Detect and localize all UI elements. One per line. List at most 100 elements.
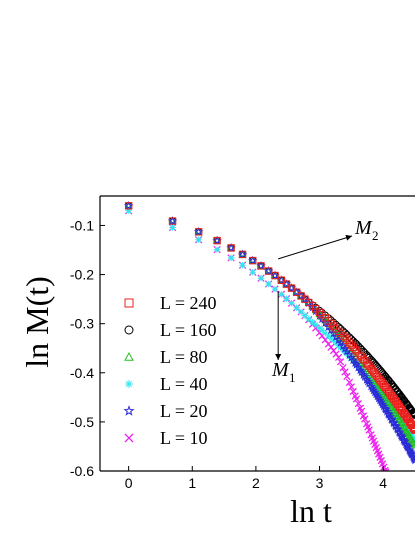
data-point <box>336 358 345 366</box>
data-point <box>296 290 306 300</box>
annotation-subscript: 1 <box>289 370 296 385</box>
data-point <box>271 271 279 280</box>
x-tick-label: 4 <box>379 475 387 491</box>
data-point <box>249 269 256 276</box>
data-point <box>315 308 324 317</box>
data-point <box>292 288 301 296</box>
data-point <box>373 393 384 403</box>
data-point <box>401 518 407 524</box>
data-point <box>380 403 390 413</box>
x-axis-title: ln t <box>290 493 332 529</box>
data-point <box>283 295 290 302</box>
data-point <box>332 324 340 333</box>
data-point <box>399 435 409 445</box>
data-point <box>124 202 133 210</box>
data-point <box>169 224 176 231</box>
y-axis-title: ln M(t) <box>19 276 55 368</box>
data-point <box>339 363 347 372</box>
data-point <box>276 275 287 285</box>
data-point <box>345 378 354 387</box>
data-point <box>396 431 407 441</box>
data-point <box>354 399 363 408</box>
data-point <box>293 304 300 311</box>
legend-marker <box>125 380 133 388</box>
y-tick-label: -0.4 <box>70 365 94 381</box>
data-point <box>361 374 372 384</box>
annotation-label: M <box>271 359 290 381</box>
data-point <box>227 244 235 252</box>
data-point <box>390 420 401 430</box>
data-point <box>366 381 376 391</box>
data-point <box>270 270 280 280</box>
data-point <box>347 383 356 391</box>
data-point <box>125 207 132 214</box>
data-point <box>409 454 415 464</box>
data-point <box>336 324 345 333</box>
data-point <box>312 321 319 328</box>
data-point <box>263 266 274 276</box>
data-point <box>352 347 361 355</box>
legend-marker <box>124 325 134 335</box>
data-point <box>310 306 321 316</box>
data-point <box>343 372 351 381</box>
data-point <box>375 395 385 405</box>
data-point <box>316 324 323 332</box>
legend-label: L = 80 <box>160 347 207 367</box>
data-point <box>322 329 329 337</box>
data-point <box>370 387 380 397</box>
data-point <box>398 511 404 517</box>
data-point <box>379 401 389 411</box>
y-tick-label: -0.5 <box>70 414 94 430</box>
data-point <box>257 262 265 270</box>
y-tick-label: -0.2 <box>70 267 94 283</box>
data-point <box>287 284 296 292</box>
data-point <box>352 395 361 403</box>
data-point <box>402 520 408 526</box>
legend-label: L = 40 <box>160 374 207 394</box>
data-point <box>405 529 411 535</box>
data-point <box>403 523 409 529</box>
data-point <box>410 424 415 432</box>
data-point <box>341 334 349 342</box>
data-point <box>339 332 347 340</box>
data-point <box>400 516 406 522</box>
data-point <box>361 415 369 423</box>
series-square <box>124 202 415 434</box>
data-point <box>363 376 373 386</box>
plot-area <box>123 200 415 535</box>
legend-label: L = 20 <box>160 401 207 421</box>
data-point <box>237 249 248 259</box>
legend-marker <box>124 433 134 443</box>
data-point <box>371 389 381 399</box>
data-point <box>249 256 257 265</box>
data-point <box>367 383 378 393</box>
data-point <box>282 280 291 288</box>
data-point <box>410 439 415 448</box>
data-point <box>271 285 279 293</box>
data-point <box>394 499 400 505</box>
y-ticks: -0.1 -0.2 -0.3 -0.4 -0.5 -0.6 <box>70 217 105 479</box>
x-ticks: 0 1 2 3 4 <box>125 466 387 491</box>
data-point <box>327 319 335 328</box>
data-point <box>256 260 266 270</box>
data-point <box>345 339 354 347</box>
annotation-arrow <box>278 234 353 260</box>
data-point <box>239 262 246 269</box>
x-tick-label: 3 <box>316 475 324 491</box>
legend-marker <box>124 298 134 308</box>
data-point <box>368 385 379 395</box>
x-tick-label: 0 <box>125 475 133 491</box>
data-point <box>386 413 397 424</box>
data-point <box>376 397 387 407</box>
data-point <box>388 484 394 490</box>
data-point <box>404 525 410 531</box>
legend-marker <box>123 405 135 416</box>
data-point <box>247 255 258 265</box>
data-point <box>394 426 404 436</box>
legend: L = 240 L = 160 L = 80 L = 40 L = 20 L = 10 <box>123 293 216 448</box>
data-point <box>389 486 395 492</box>
annotation-subscript: 2 <box>372 228 379 243</box>
data-point <box>278 291 285 298</box>
data-point <box>195 236 202 243</box>
